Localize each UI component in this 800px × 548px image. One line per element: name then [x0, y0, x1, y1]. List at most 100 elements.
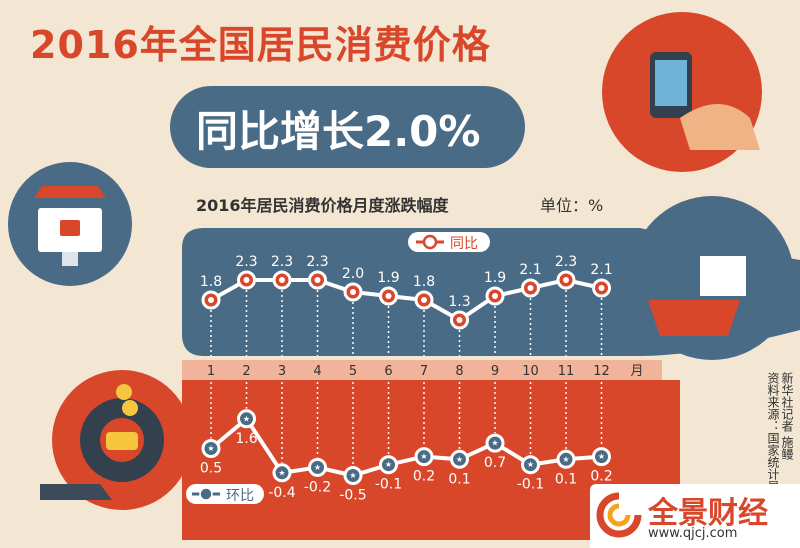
- mom-point-star: ★: [562, 455, 569, 464]
- month-tick-label: 10: [522, 364, 539, 379]
- month-unit-label: 月: [630, 364, 643, 379]
- mom-point-star: ★: [278, 468, 285, 477]
- yoy-point-center: [279, 277, 285, 283]
- wallet-icon: [60, 220, 80, 236]
- watermark-url: www.qjcj.com: [648, 526, 738, 541]
- headline-value: 同比增长2.0%: [196, 107, 481, 156]
- yoy-point-center: [385, 293, 392, 299]
- yoy-point-center: [314, 277, 321, 283]
- mom-point: [343, 466, 363, 485]
- yoy-point-center: [208, 297, 214, 303]
- mom-point: [521, 455, 540, 475]
- unit-label: 单位：%: [540, 196, 604, 215]
- mom-data-label: 0.2: [590, 469, 612, 485]
- mom-point: [237, 409, 256, 429]
- month-tick-label: 11: [558, 364, 575, 379]
- mom-point: [201, 439, 221, 458]
- yoy-data-label: 1.9: [484, 270, 506, 286]
- month-tick-label: 2: [242, 364, 250, 379]
- mom-point: [272, 463, 292, 483]
- month-tick-label: 12: [593, 364, 610, 379]
- yoy-data-label: 2.3: [271, 254, 293, 270]
- mom-point-star: ★: [314, 463, 321, 472]
- mom-point-star: ★: [207, 444, 214, 453]
- yoy-legend-marker: [422, 234, 438, 250]
- mom-data-label: 0.1: [555, 471, 577, 487]
- mom-point-star: ★: [243, 414, 250, 423]
- headline-pill: [170, 86, 525, 168]
- watermark-panel: [590, 484, 800, 548]
- mom-point: [308, 457, 327, 477]
- mom-point: [592, 447, 611, 467]
- page-title: 2016年全国居民消费价格: [30, 23, 491, 67]
- watermark-logo-icon: [596, 492, 642, 538]
- month-tick-label: 1: [207, 364, 215, 379]
- mom-point-star: ★: [598, 452, 605, 461]
- mom-point-star: ★: [456, 455, 463, 464]
- mom-point-star: ★: [349, 471, 356, 480]
- month-tick-label: 6: [384, 364, 392, 379]
- month-tick-label: 5: [349, 364, 357, 379]
- yoy-point-center: [563, 277, 569, 283]
- yoy-data-label: 1.8: [200, 274, 222, 290]
- coin-icon: [122, 400, 138, 416]
- mom-point: [414, 447, 434, 467]
- mom-point: [379, 455, 398, 475]
- mom-data-label: -0.2: [304, 479, 331, 495]
- yoy-point-center: [243, 277, 250, 283]
- mom-point: [450, 449, 469, 469]
- mom-series-line: [209, 415, 602, 478]
- month-tick-label: 8: [455, 364, 463, 379]
- mom-point: [485, 433, 505, 453]
- basket-icon: [648, 300, 740, 336]
- hand-icon: [40, 484, 112, 500]
- mom-legend-marker: [199, 487, 213, 501]
- yoy-point-center: [421, 297, 427, 303]
- yoy-point-center: [527, 285, 534, 291]
- yoy-data-label: 2.3: [235, 254, 257, 270]
- chart-title: 2016年居民消费价格月度涨跌幅度: [196, 196, 449, 215]
- yoy-point-center: [598, 285, 605, 291]
- watermark-name: 全景财经: [648, 496, 768, 531]
- month-axis-band: [182, 360, 662, 380]
- hand-icon: [680, 104, 760, 150]
- data-source: 资料来源：国家统计局: [766, 372, 780, 492]
- coin-icon: [116, 384, 132, 400]
- mom-data-label: 0.2: [413, 469, 435, 485]
- shopping-bag-icon: [700, 256, 746, 296]
- mom-data-label: -0.4: [268, 485, 295, 501]
- month-tick-label: 7: [420, 364, 428, 379]
- source-credit: 新华社记者 施鳗 资料来源：国家统计局: [760, 372, 794, 532]
- mom-point-star: ★: [385, 460, 392, 469]
- mom-data-label: -0.5: [339, 488, 366, 504]
- yoy-data-label: 1.9: [377, 270, 399, 286]
- purse-icon: [106, 432, 138, 450]
- mom-data-label: 1.6: [235, 431, 257, 447]
- mom-point-star: ★: [527, 460, 534, 469]
- mom-point-star: ★: [491, 439, 498, 448]
- yoy-data-label: 2.0: [342, 266, 364, 282]
- mom-legend-label: 环比: [226, 488, 254, 504]
- yoy-legend-label: 同比: [450, 236, 478, 252]
- month-tick-label: 9: [491, 364, 499, 379]
- yoy-data-label: 2.3: [555, 254, 577, 270]
- reporter-credit: 新华社记者 施鳗: [780, 372, 794, 460]
- awning-icon: [34, 186, 106, 198]
- mom-point: [556, 449, 576, 469]
- yoy-data-label: 2.1: [519, 262, 541, 278]
- mom-point-star: ★: [420, 452, 427, 461]
- mom-data-label: 0.1: [448, 471, 470, 487]
- yoy-series-line: [210, 277, 602, 323]
- yoy-point-center: [492, 293, 498, 299]
- month-tick-label: 4: [313, 364, 321, 379]
- yoy-data-label: 2.1: [590, 262, 612, 278]
- yoy-point-center: [350, 289, 356, 295]
- mom-data-label: -0.1: [375, 477, 402, 493]
- yoy-data-label: 1.3: [448, 294, 470, 310]
- yoy-data-label: 2.3: [306, 254, 328, 270]
- mom-data-label: 0.7: [484, 455, 506, 471]
- yoy-point-center: [456, 317, 463, 323]
- yoy-data-label: 1.8: [413, 274, 435, 290]
